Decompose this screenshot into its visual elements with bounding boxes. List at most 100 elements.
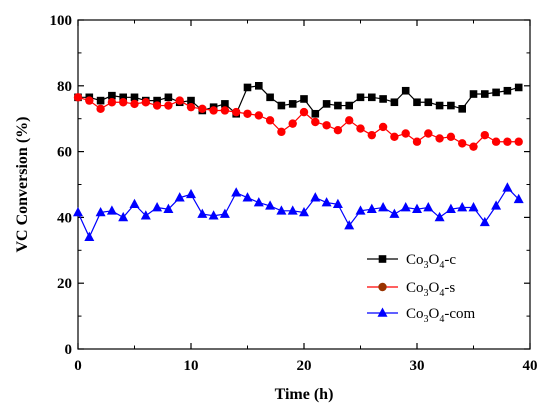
data-point [141, 98, 150, 107]
data-point [164, 101, 173, 110]
data-point [243, 83, 252, 92]
data-point [108, 91, 116, 100]
series-line [77, 96, 519, 148]
data-point [356, 93, 365, 102]
data-point [231, 187, 242, 197]
legend-entry: Co3O4-c [367, 252, 456, 271]
data-point [209, 106, 218, 115]
data-point [514, 137, 523, 146]
data-point [379, 95, 387, 103]
data-point [265, 200, 276, 210]
legend-entry: Co3O4-s [367, 280, 455, 299]
data-point [332, 198, 343, 209]
data-point [400, 202, 411, 212]
data-point [164, 93, 173, 102]
data-point [412, 203, 422, 213]
data-point [175, 96, 184, 105]
data-point [491, 200, 502, 210]
data-point [106, 205, 117, 215]
data-point [242, 192, 253, 202]
data-point [187, 96, 195, 105]
data-point [491, 137, 501, 146]
data-point [186, 102, 196, 112]
data-point [390, 132, 399, 141]
data-point [288, 100, 297, 108]
data-point [232, 107, 241, 117]
data-point [492, 88, 500, 97]
legend-label: Co3O4-com [406, 306, 476, 325]
x-tick-label: 0 [74, 358, 82, 374]
data-point [412, 137, 422, 146]
y-tick-label: 100 [50, 13, 73, 29]
legend: Co3O4-c Co3O4-s Co3O4-com [367, 252, 476, 325]
x-tick-label: 30 [410, 358, 425, 374]
data-point [95, 206, 106, 217]
series-triangle [73, 182, 524, 241]
data-point [458, 105, 466, 113]
data-point [73, 93, 83, 102]
y-axis-title: VC Conversion (%) [14, 117, 31, 253]
data-point [401, 129, 410, 138]
data-point [378, 122, 388, 132]
data-point [378, 202, 389, 212]
data-point [366, 203, 377, 213]
series-square [74, 82, 523, 118]
data-point [503, 86, 512, 95]
data-point [481, 90, 489, 98]
data-point [413, 98, 421, 107]
y-tick-label: 0 [65, 342, 73, 358]
data-point [322, 100, 331, 108]
data-point [424, 129, 433, 138]
data-point [140, 210, 151, 220]
data-point [152, 101, 162, 110]
legend-entry: Co3O4-com [367, 306, 476, 325]
data-point [311, 109, 320, 118]
data-point [345, 116, 354, 125]
data-point [389, 208, 400, 218]
data-point [390, 98, 399, 107]
data-point [435, 134, 444, 143]
series-layer [73, 82, 524, 241]
data-point [423, 202, 434, 212]
y-tick-label: 40 [57, 210, 72, 226]
data-point [356, 124, 365, 133]
data-point [345, 101, 353, 110]
data-point [198, 104, 207, 114]
data-point [243, 109, 252, 118]
y-tick-label: 20 [57, 276, 72, 292]
data-point [333, 126, 343, 135]
legend-marker [378, 255, 387, 263]
data-point [174, 192, 185, 202]
data-point [153, 96, 161, 105]
data-point [513, 193, 524, 204]
data-point [469, 90, 478, 98]
data-point [480, 130, 489, 140]
data-point [344, 220, 355, 230]
x-tick-label: 10 [184, 358, 199, 374]
data-point [253, 197, 264, 207]
data-point [322, 121, 331, 130]
legend-marker [378, 282, 387, 292]
data-point [435, 101, 444, 110]
series-line [77, 186, 520, 239]
data-point [255, 82, 263, 90]
plot-border [77, 19, 531, 350]
data-point [287, 205, 298, 215]
legend-label: Co3O4-s [406, 280, 455, 299]
x-axis: 0 10 20 30 40 [74, 20, 538, 374]
data-point [368, 93, 376, 102]
data-point [130, 93, 139, 102]
data-point [469, 142, 478, 151]
data-point [96, 96, 105, 105]
data-point [84, 231, 95, 241]
data-point [321, 197, 332, 207]
data-point [310, 192, 321, 202]
data-point [265, 116, 275, 125]
data-point [277, 101, 286, 110]
data-point [220, 106, 230, 115]
data-point [367, 130, 376, 140]
data-point [401, 86, 410, 95]
data-point [434, 211, 445, 222]
x-tick-label: 20 [297, 358, 312, 374]
